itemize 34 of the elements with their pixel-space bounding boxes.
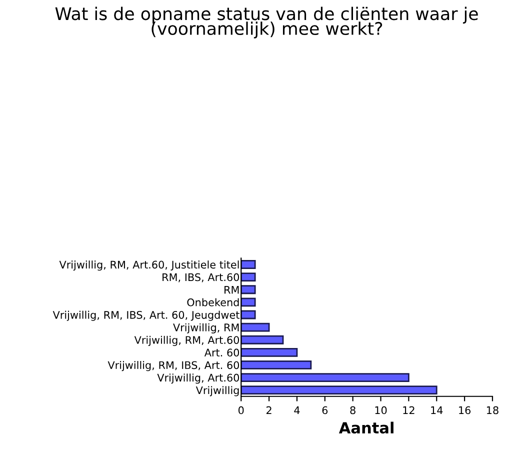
x-tick-label: 4	[294, 406, 300, 414]
bar	[241, 310, 256, 320]
y-tick-label: Vrijwillig, RM	[173, 323, 239, 334]
x-tick-label: 0	[238, 406, 244, 414]
bar	[241, 322, 270, 332]
bar	[241, 360, 312, 370]
y-tick-label: Onbekend	[187, 298, 239, 306]
y-tick-label: Vrijwillig, RM, IBS, Art. 60	[108, 361, 240, 372]
bar	[241, 335, 284, 344]
y-tick-label: Vrijwillig, RM, IBS, Art. 60, Jeugdwet	[52, 310, 240, 321]
y-tick-label: Vrijwillig, RM, Art.60, Justitiele titel	[59, 260, 239, 271]
x-axis-title: Aantal	[338, 422, 394, 434]
x-tick-label: 2	[266, 406, 272, 414]
y-tick-label: RM	[224, 286, 239, 294]
x-tick-label: 18	[486, 406, 498, 414]
y-tick-label: Vrijwillig	[196, 386, 239, 396]
bar	[241, 272, 256, 282]
x-tick-label: 10	[375, 406, 387, 414]
bar	[241, 298, 256, 307]
bar	[241, 260, 256, 269]
y-tick-label: Vrijwillig, Art.60	[157, 374, 240, 384]
y-tick-label: RM, IBS, Art.60	[162, 273, 240, 282]
bar	[241, 373, 410, 382]
y-tick-label: Art. 60	[204, 348, 240, 357]
y-tick-label: Vrijwillig, RM, Art.60	[134, 336, 240, 346]
x-tick-label: 12	[403, 406, 414, 414]
x-tick-label: 6	[322, 406, 328, 414]
x-tick-label: 8	[350, 406, 356, 414]
bar	[241, 386, 438, 395]
x-tick-label: 16	[459, 406, 471, 414]
x-tick-label: 14	[431, 406, 443, 414]
bar	[241, 285, 256, 294]
bar	[241, 348, 298, 357]
chart-title: Wat is de opname status van de cliënten waar je (voornamelijk) mee werkt?	[55, 6, 478, 38]
